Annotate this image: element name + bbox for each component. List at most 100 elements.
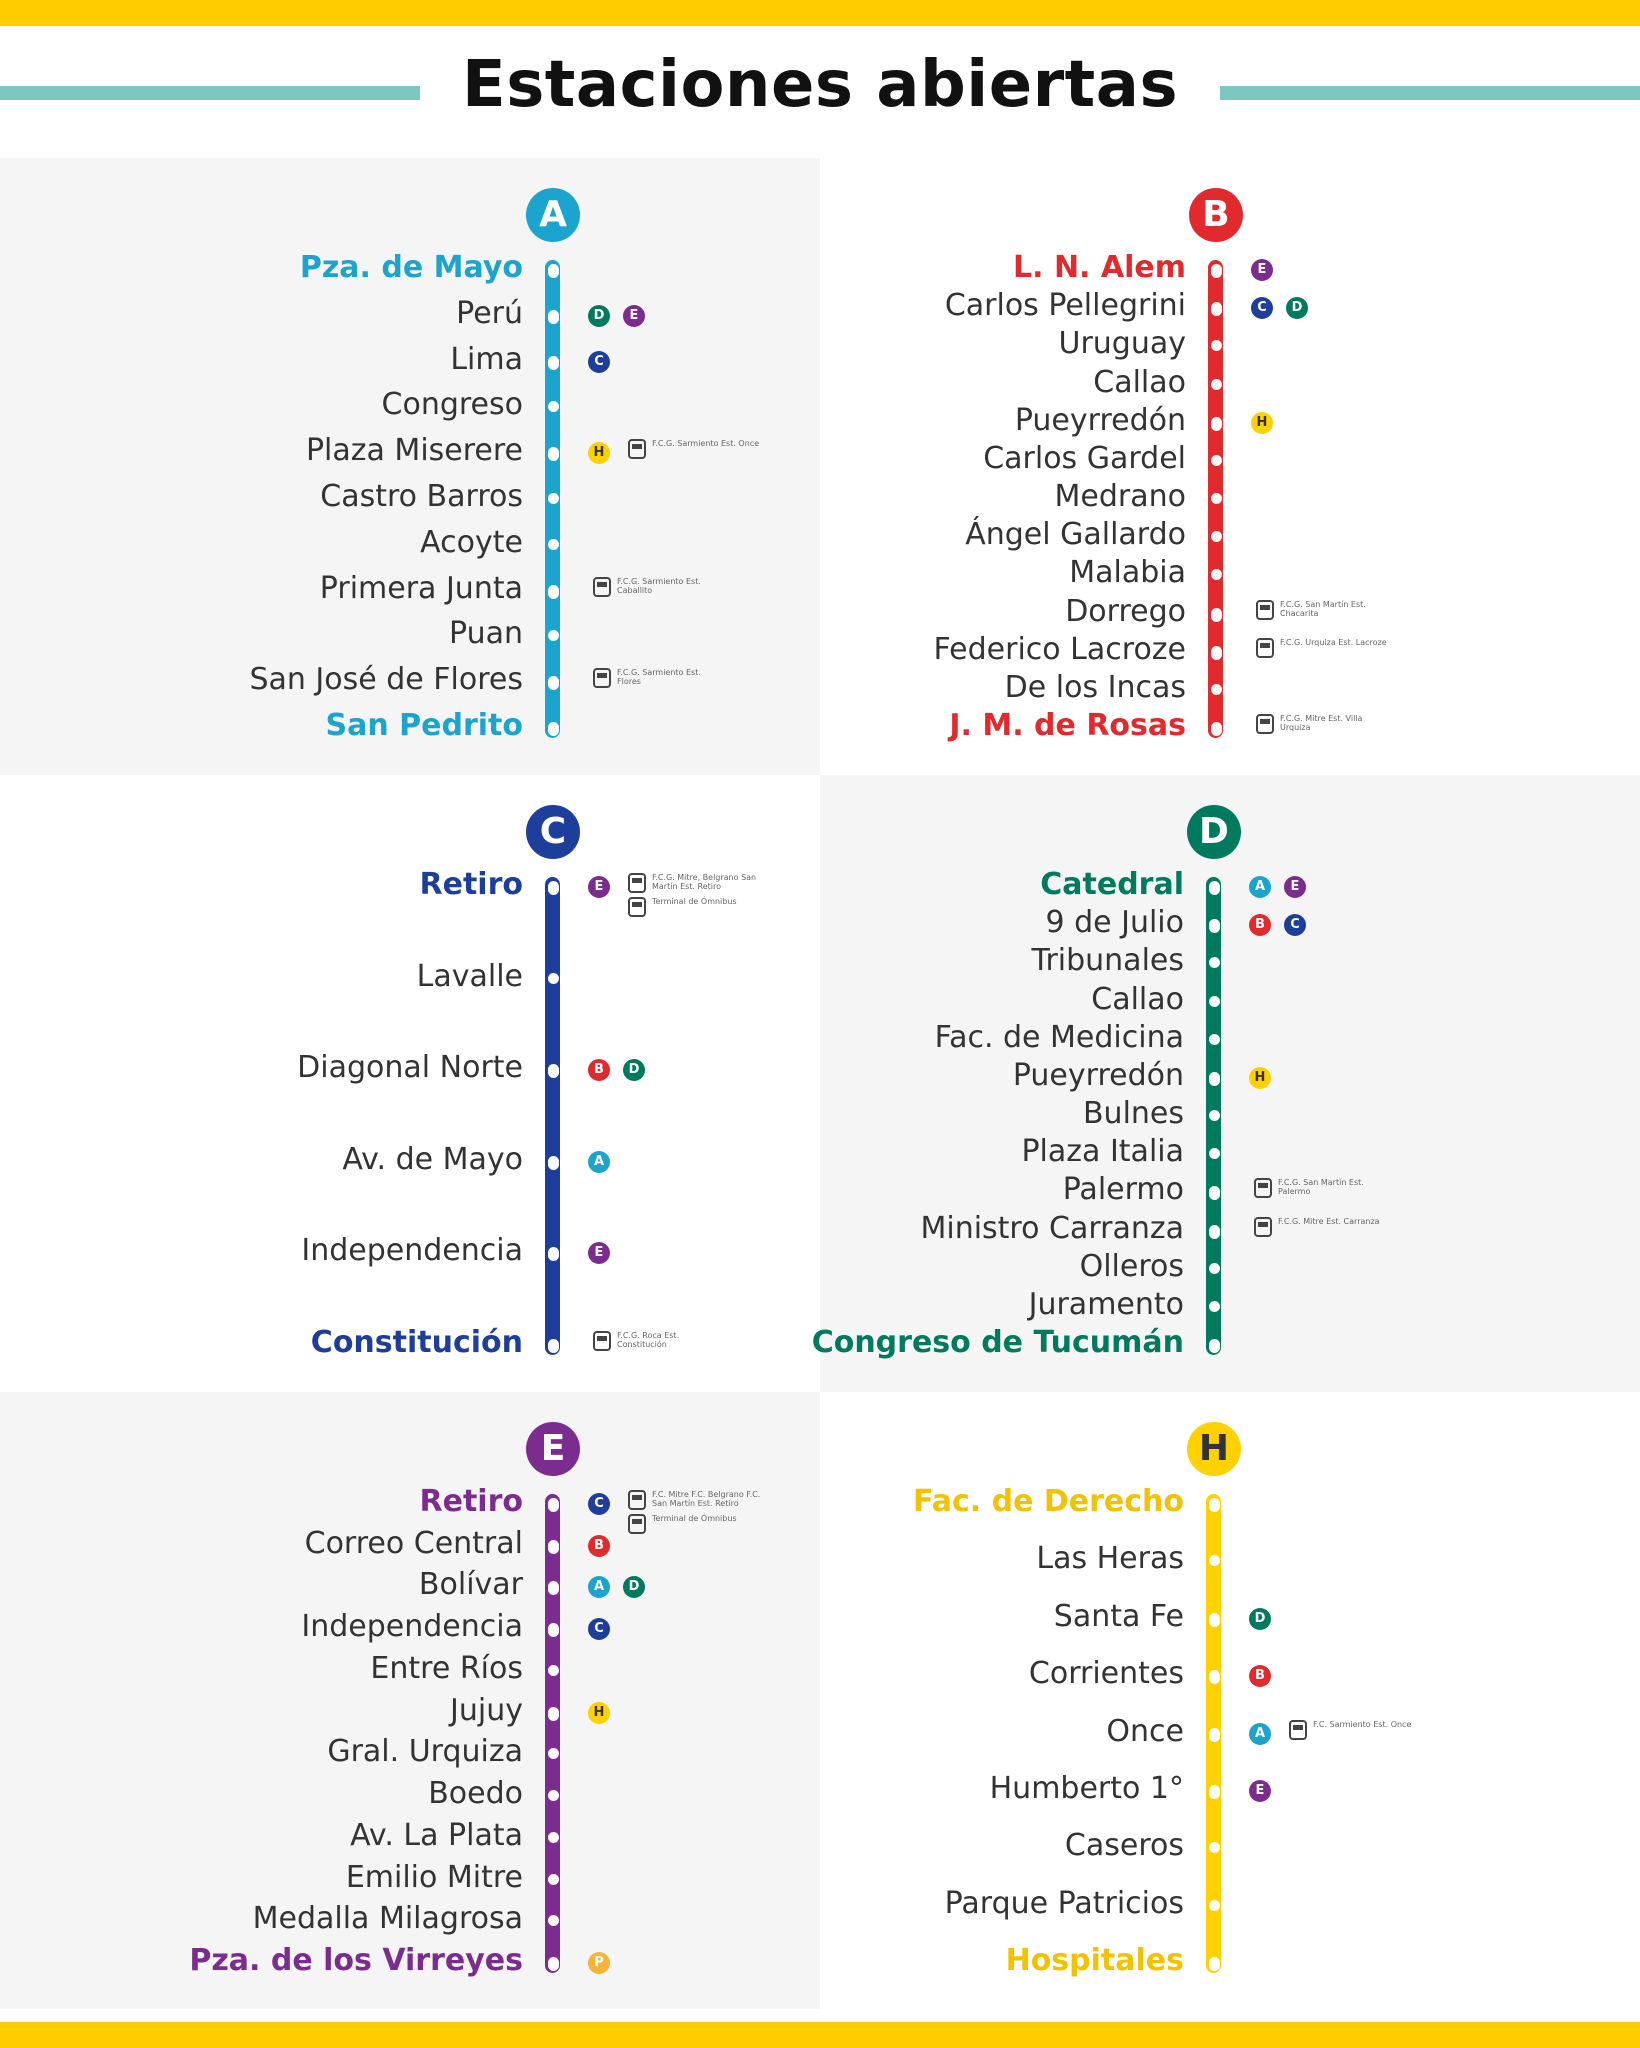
station-name[interactable]: Dorrego (1065, 593, 1186, 629)
station-marker[interactable] (1211, 683, 1222, 695)
station-marker[interactable] (1209, 1899, 1220, 1911)
station-marker[interactable] (548, 355, 559, 370)
station-marker[interactable] (548, 1623, 559, 1638)
station-name[interactable]: Lavalle (416, 958, 523, 994)
station-name[interactable]: Fac. de Medicina (934, 1019, 1184, 1055)
station-name[interactable]: Callao (1093, 364, 1186, 400)
station-name[interactable]: Pza. de Mayo (299, 250, 523, 285)
station-marker[interactable] (1209, 1957, 1220, 1971)
station-marker[interactable] (1209, 995, 1220, 1007)
station-name[interactable]: Acoyte (420, 524, 523, 560)
station-name[interactable]: San José de Flores (249, 662, 523, 698)
station-marker[interactable] (548, 1664, 559, 1676)
station-marker[interactable] (548, 1498, 559, 1512)
station-name[interactable]: Fac. de Derecho (912, 1484, 1184, 1519)
station-name[interactable]: Independencia (301, 1233, 523, 1269)
station-marker[interactable] (548, 881, 559, 895)
station-marker[interactable] (1211, 493, 1222, 504)
station-marker[interactable] (1209, 919, 1220, 934)
station-marker[interactable] (548, 1957, 559, 1971)
station-marker[interactable] (1209, 1842, 1220, 1854)
station-marker[interactable] (1209, 881, 1220, 895)
station-name[interactable]: Retiro (419, 867, 523, 902)
station-name[interactable]: Bulnes (1082, 1096, 1184, 1131)
station-name[interactable]: Plaza Italia (1021, 1134, 1184, 1170)
station-marker[interactable] (1209, 1555, 1220, 1567)
station-name[interactable]: Tribunales (1031, 943, 1184, 979)
station-marker[interactable] (1209, 1148, 1220, 1160)
station-marker[interactable] (548, 1831, 559, 1843)
station-name[interactable]: Palermo (1062, 1172, 1184, 1208)
station-marker[interactable] (1209, 1033, 1220, 1045)
station-marker[interactable] (1211, 340, 1222, 352)
station-marker[interactable] (1211, 454, 1222, 466)
station-marker[interactable] (548, 584, 559, 599)
station-marker[interactable] (548, 309, 559, 324)
station-marker[interactable] (1209, 1727, 1220, 1742)
station-name[interactable]: Las Heras (1036, 1541, 1184, 1577)
station-name[interactable]: Av. La Plata (350, 1817, 523, 1853)
station-name[interactable]: Pueyrredón (1014, 402, 1186, 438)
station-marker[interactable] (548, 1915, 559, 1927)
station-marker[interactable] (1209, 1110, 1220, 1121)
station-name[interactable]: Entre Ríos (370, 1650, 523, 1686)
station-marker[interactable] (1211, 302, 1222, 317)
station-name[interactable]: Caseros (1064, 1828, 1184, 1864)
station-marker[interactable] (548, 401, 559, 413)
station-name[interactable]: Federico Lacroze (933, 631, 1186, 667)
station-name[interactable]: Retiro (419, 1484, 523, 1519)
station-marker[interactable] (548, 676, 559, 691)
station-marker[interactable] (548, 538, 559, 550)
station-marker[interactable] (548, 493, 559, 504)
station-name[interactable]: Uruguay (1058, 326, 1187, 362)
station-marker[interactable] (548, 1539, 559, 1554)
station-name[interactable]: Boedo (428, 1776, 523, 1812)
station-marker[interactable] (1209, 1670, 1220, 1685)
station-marker[interactable] (548, 447, 559, 462)
station-name[interactable]: Congreso (381, 387, 523, 423)
station-name[interactable]: Lima (450, 341, 523, 377)
station-marker[interactable] (1211, 416, 1222, 431)
station-marker[interactable] (1209, 1224, 1220, 1239)
station-marker[interactable] (548, 264, 559, 278)
station-marker[interactable] (1209, 1262, 1220, 1274)
station-name[interactable]: Carlos Gardel (983, 440, 1186, 476)
station-marker[interactable] (548, 1873, 559, 1885)
station-marker[interactable] (548, 1581, 559, 1596)
station-marker[interactable] (548, 972, 559, 984)
station-marker[interactable] (1211, 531, 1222, 543)
station-marker[interactable] (1209, 1784, 1220, 1799)
station-name[interactable]: Gral. Urquiza (327, 1734, 523, 1770)
station-name[interactable]: Jujuy (450, 1692, 523, 1728)
station-name[interactable]: Carlos Pellegrini (944, 288, 1186, 324)
station-marker[interactable] (1209, 1071, 1220, 1086)
station-name[interactable]: Av. de Mayo (342, 1141, 523, 1177)
station-name[interactable]: Corrientes (1028, 1656, 1184, 1692)
station-name[interactable]: Once (1106, 1713, 1184, 1749)
station-marker[interactable] (1209, 957, 1220, 969)
station-name[interactable]: Emilio Mitre (345, 1859, 523, 1895)
station-name[interactable]: Hospitales (1005, 1943, 1184, 1978)
station-name[interactable]: Independencia (301, 1609, 523, 1645)
station-marker[interactable] (1209, 1612, 1220, 1627)
station-name[interactable]: San Pedrito (325, 708, 524, 743)
station-name[interactable]: Bolívar (418, 1567, 523, 1603)
station-marker[interactable] (1209, 1186, 1220, 1201)
station-marker[interactable] (548, 722, 559, 736)
station-name[interactable]: J. M. de Rosas (949, 708, 1186, 743)
station-name[interactable]: Primera Junta (319, 570, 523, 606)
station-marker[interactable] (548, 630, 559, 642)
station-marker[interactable] (1211, 607, 1222, 622)
station-marker[interactable] (548, 1339, 559, 1353)
station-name[interactable]: Santa Fe (1053, 1598, 1184, 1634)
station-marker[interactable] (1211, 645, 1222, 660)
station-name[interactable]: Puan (449, 616, 523, 652)
station-name[interactable]: De los Incas (1004, 669, 1186, 705)
station-name[interactable]: Constitución (310, 1325, 523, 1360)
station-marker[interactable] (1209, 1498, 1220, 1512)
station-marker[interactable] (1209, 1339, 1220, 1353)
station-name[interactable]: Callao (1091, 981, 1184, 1017)
station-marker[interactable] (548, 1247, 559, 1262)
station-name[interactable]: Pueyrredón (1012, 1057, 1184, 1093)
station-name[interactable]: Medrano (1054, 479, 1186, 514)
